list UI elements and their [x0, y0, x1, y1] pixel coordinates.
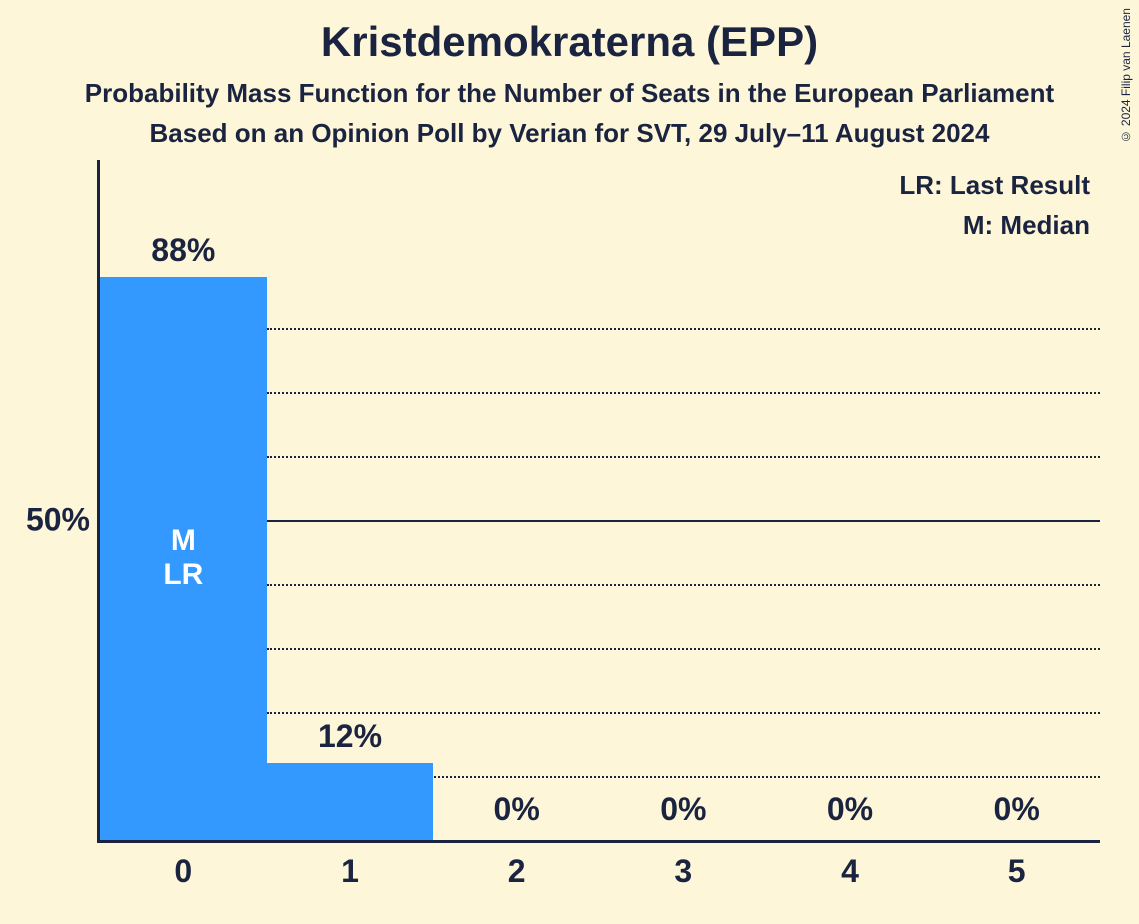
x-axis-line	[97, 840, 1100, 843]
legend-m: M: Median	[963, 210, 1090, 241]
bar-value-label: 0%	[660, 791, 706, 828]
chart-title: Kristdemokraterna (EPP)	[0, 18, 1139, 66]
x-axis-label: 0	[174, 853, 192, 890]
bar-value-label: 0%	[827, 791, 873, 828]
x-axis-label: 5	[1008, 853, 1026, 890]
bar-annotation: MLR	[100, 524, 267, 592]
gridline	[267, 584, 1100, 586]
x-axis-label: 3	[674, 853, 692, 890]
plot-area: MLR88%012%10%20%30%40%5LR: Last ResultM:…	[100, 200, 1100, 840]
gridline	[267, 392, 1100, 394]
bar: MLR	[100, 277, 267, 840]
chart-container: Kristdemokraterna (EPP) Probability Mass…	[0, 0, 1139, 924]
bar-value-label: 0%	[494, 791, 540, 828]
legend-lr: LR: Last Result	[899, 170, 1090, 201]
midline	[267, 520, 1100, 522]
x-axis-label: 4	[841, 853, 859, 890]
bar-value-label: 88%	[151, 232, 215, 269]
gridline	[267, 712, 1100, 714]
copyright-text: © 2024 Filip van Laenen	[1119, 8, 1133, 143]
y-axis-label: 50%	[0, 502, 90, 539]
chart-subtitle-1: Probability Mass Function for the Number…	[0, 78, 1139, 109]
gridline	[267, 328, 1100, 330]
x-axis-label: 2	[508, 853, 526, 890]
x-axis-label: 1	[341, 853, 359, 890]
gridline	[267, 648, 1100, 650]
bar	[267, 763, 434, 840]
y-axis-line	[97, 160, 100, 840]
chart-subtitle-2: Based on an Opinion Poll by Verian for S…	[0, 118, 1139, 149]
gridline	[267, 456, 1100, 458]
bar-value-label: 0%	[994, 791, 1040, 828]
bar-value-label: 12%	[318, 718, 382, 755]
